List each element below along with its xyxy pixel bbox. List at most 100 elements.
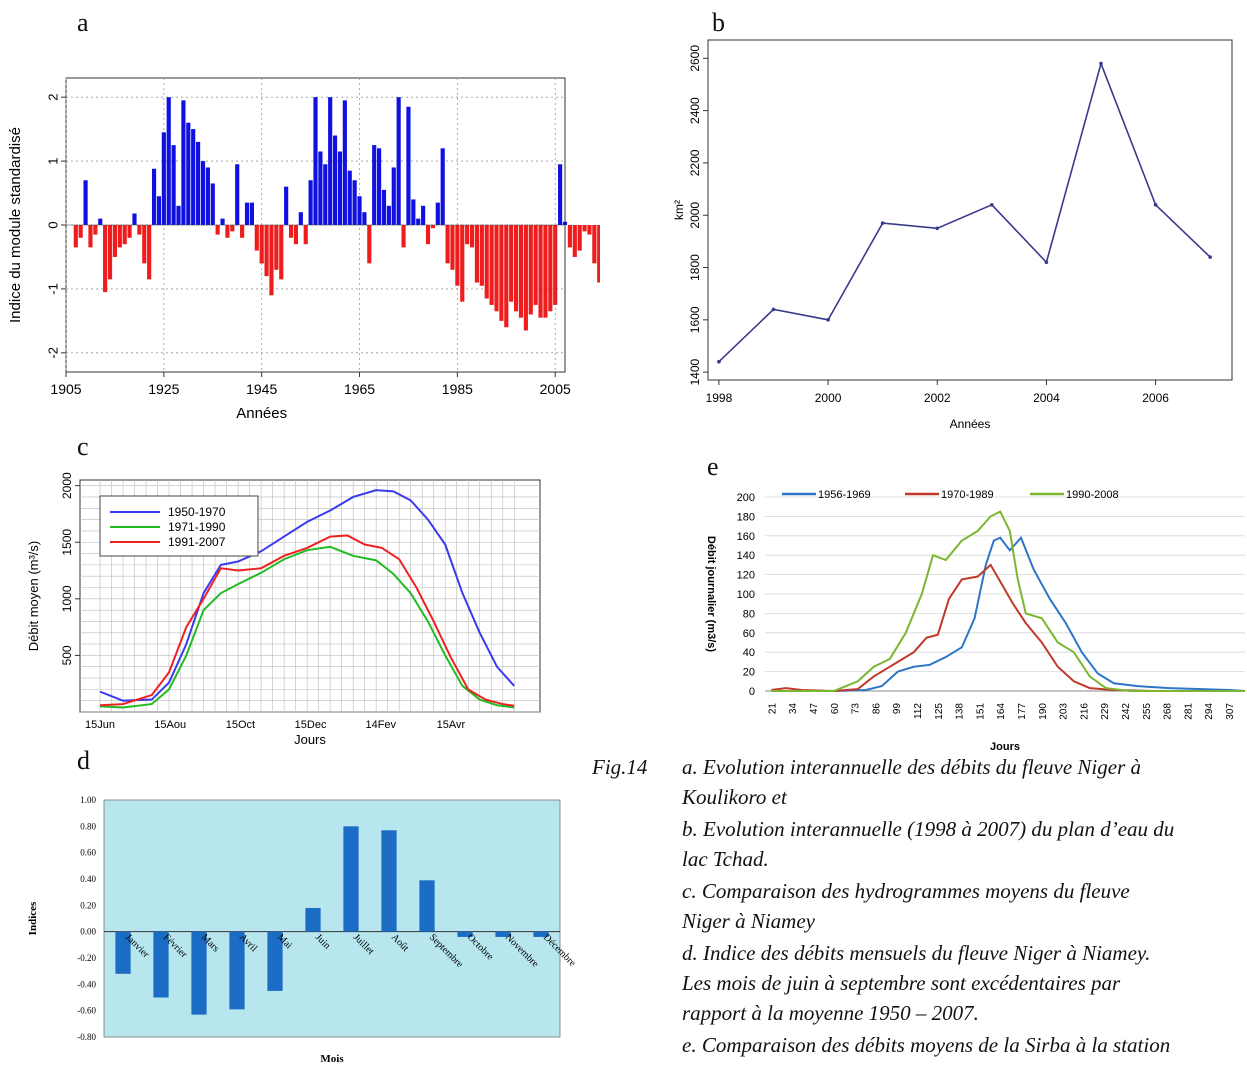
bar (298, 212, 303, 225)
bar (416, 218, 421, 225)
panel-label-d: d (77, 746, 90, 775)
bar (469, 225, 475, 248)
bar (244, 202, 250, 225)
x-axis-label: Jours (990, 741, 1020, 753)
legend-label: 1991-2007 (168, 535, 226, 549)
bar (523, 225, 528, 331)
bar (567, 225, 572, 248)
legend-label: 1956-1969 (818, 489, 871, 501)
bar (176, 205, 181, 225)
caption-line: d. Indice des débits mensuels du fleuve … (682, 941, 1151, 965)
bar (582, 225, 587, 232)
data-point (990, 202, 994, 207)
series-line (771, 535, 1246, 692)
y-axis-label: km² (672, 200, 686, 220)
bar (504, 225, 509, 328)
chart-e: 0 20 40 60 80 100 120 140 160 180 200 21 34 47 60 73 86 9… (705, 489, 1246, 753)
x-axis-label: Années (236, 405, 287, 422)
caption-line: e. Comparaison des débits moyens de la S… (682, 1033, 1171, 1057)
bar (450, 225, 455, 270)
data-point (880, 221, 885, 225)
bar (288, 225, 294, 238)
bar (425, 225, 431, 245)
y-axis-label: Débit journalier (m3/s) (705, 536, 717, 652)
bar (495, 931, 511, 937)
bar (142, 225, 147, 264)
bar (210, 183, 215, 225)
bar (249, 202, 254, 225)
bar (137, 225, 142, 235)
data-point (935, 226, 940, 231)
x-axis-label: Jours (294, 732, 326, 747)
bar (284, 186, 289, 225)
x-tick-label: 15Avr (437, 719, 466, 731)
bar (538, 225, 543, 318)
x-tick-label: 15Jun (85, 719, 115, 731)
bar (279, 225, 284, 280)
bar (513, 225, 519, 312)
bar (308, 180, 313, 225)
y-tick-label: 2200 (688, 149, 702, 176)
bar (305, 907, 321, 932)
x-tick-label: 216 (1079, 703, 1090, 720)
y-tick-label: 0.20 (80, 900, 96, 910)
y-tick-label: -0.60 (77, 1006, 96, 1016)
bar (352, 180, 357, 225)
bar (156, 196, 162, 225)
bar (577, 225, 582, 251)
bar (499, 225, 504, 321)
bar (191, 931, 207, 1015)
x-tick-label: 2002 (924, 391, 951, 405)
series-line (99, 545, 515, 709)
bar (592, 225, 597, 264)
legend-label: 1990-2008 (1066, 489, 1119, 501)
x-tick-label: 255 (1142, 703, 1153, 720)
y-tick-label: 2 (45, 94, 60, 101)
bar (205, 167, 210, 225)
x-tick-label: 125 (934, 703, 945, 720)
data-point (826, 318, 830, 322)
legend-label: 1970-1989 (941, 489, 994, 501)
caption-line: rapport à la moyenne 1950 – 2007. (682, 1001, 979, 1025)
x-tick-label: 2005 (540, 381, 571, 397)
bar (445, 225, 450, 264)
bar (548, 225, 553, 312)
y-tick-label: -0.20 (77, 953, 96, 963)
data-point (1099, 61, 1103, 66)
figure-number: Fig.14 (592, 755, 648, 779)
bar (107, 225, 113, 280)
y-tick-label: 200 (737, 492, 755, 504)
figure-caption: Fig.14 a. Evolution interannuelle des dé… (592, 752, 1247, 1070)
bar (406, 106, 411, 225)
bar (435, 202, 440, 225)
y-tick-label: 180 (737, 511, 755, 523)
x-tick-label: 15Aou (154, 719, 186, 731)
y-tick-label: -1 (45, 283, 60, 295)
bar (293, 225, 299, 245)
x-tick-label: 34 (788, 703, 799, 715)
bar (200, 161, 206, 225)
x-tick-label: 60 (830, 703, 841, 715)
bar (132, 213, 137, 225)
y-tick-label: 2000 (688, 202, 702, 229)
bar (229, 931, 245, 1010)
y-tick-label: 1800 (688, 254, 702, 281)
caption-line: lac Tchad. (682, 847, 769, 871)
bar (440, 148, 445, 225)
x-tick-label: 138 (955, 703, 966, 720)
bar (196, 141, 201, 225)
x-tick-label: 229 (1100, 703, 1111, 720)
y-tick-label: 40 (743, 647, 755, 659)
y-tick-label: -0.40 (77, 979, 96, 989)
chart-b: 1400 1600 1800 2000 2200 2400 2600 1998 2000 2002… (672, 39, 1233, 431)
bar (259, 225, 264, 264)
x-tick-label: 164 (996, 703, 1007, 720)
plot-area (103, 799, 561, 1038)
bar (460, 225, 465, 302)
panel-label-a: a (77, 8, 89, 37)
bar (411, 199, 416, 225)
series-line (771, 563, 1245, 693)
bar (377, 148, 382, 225)
bar (401, 225, 406, 248)
bar (93, 225, 98, 235)
